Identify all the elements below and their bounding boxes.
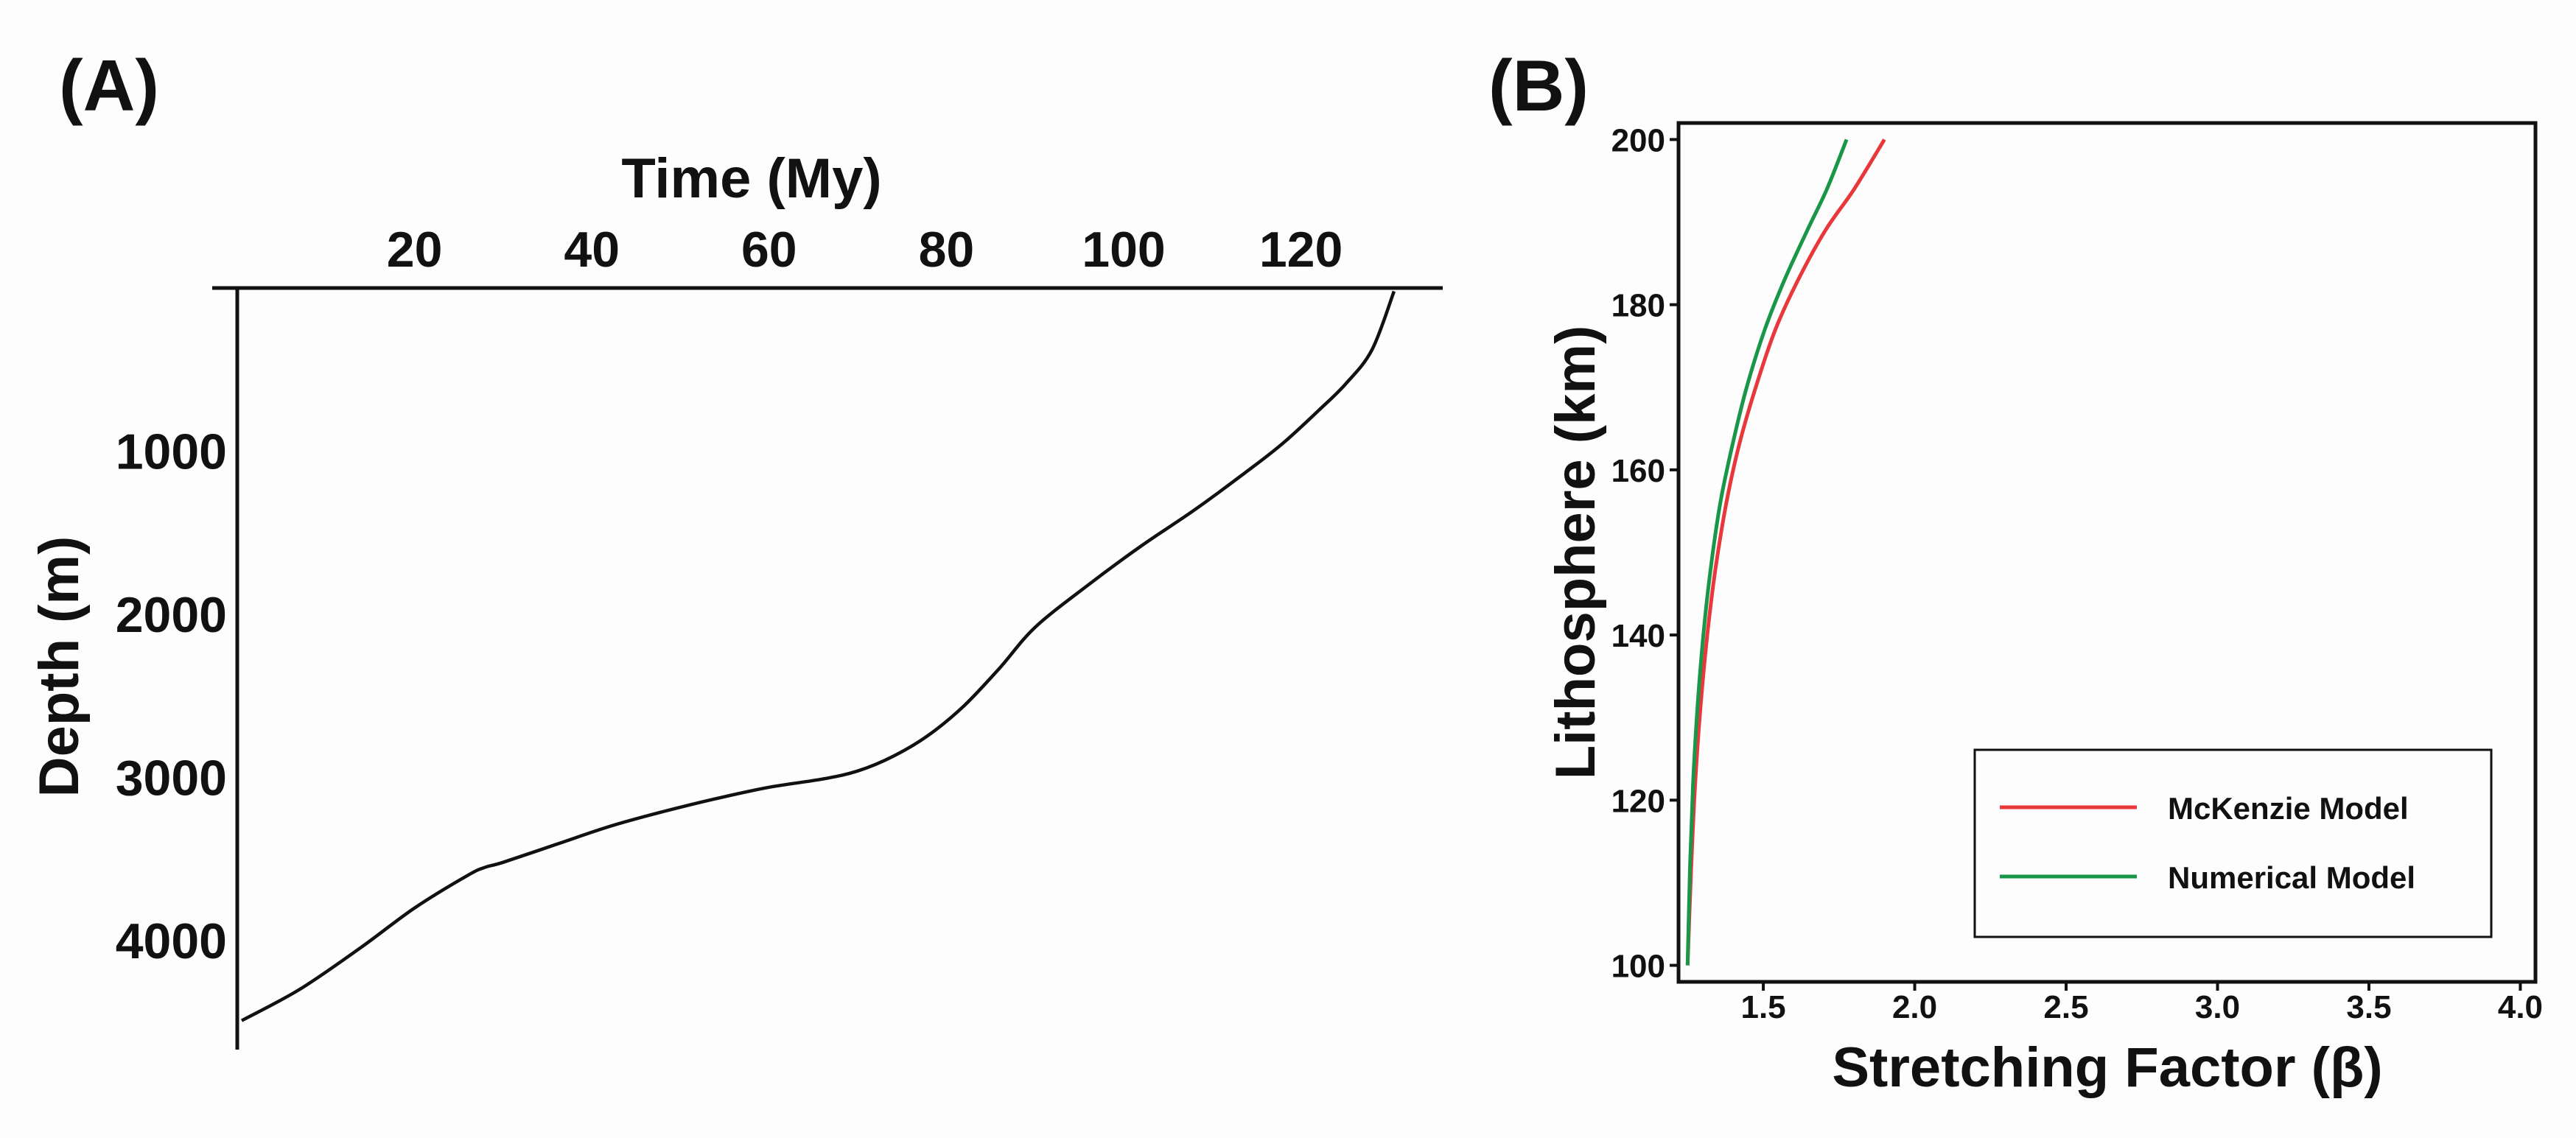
panel-b-y-tick-label: 200 [1611, 122, 1665, 158]
panel-b-y-tick-label: 180 [1611, 288, 1665, 324]
legend-box [1973, 748, 2493, 938]
panel-a-series-line [240, 290, 1396, 1022]
panel-a-x-tick-label: 80 [919, 222, 975, 278]
panel-b-x-ticks: 1.5 2.0 2.5 3.0 3.5 4.0 [1740, 982, 2543, 1025]
panel-b-y-tick-label: 140 [1611, 618, 1665, 654]
panel-b-x-tick-label: 4.0 [2498, 989, 2543, 1025]
panel-b-y-axis-title: Lithosphere (km) [1544, 326, 1607, 780]
panel-b-y-tick-label: 160 [1611, 453, 1665, 489]
panel-a-x-tick-label: 120 [1259, 222, 1343, 278]
panel-b-x-tick-label: 3.0 [2195, 989, 2240, 1025]
panel-b-y-tick-label: 120 [1611, 783, 1665, 819]
panel-b-x-axis-title: Stretching Factor (β) [1832, 1036, 2382, 1099]
panel-b-x-tick-label: 1.5 [1740, 989, 1785, 1025]
panel-b-y-tick-label: 100 [1611, 949, 1665, 985]
panel-b-plot-frame [1676, 121, 2538, 984]
panel-b-series [1685, 138, 1886, 966]
panel-a-x-tick-label: 20 [387, 222, 443, 278]
legend-label-numerical: Numerical Model [2168, 860, 2415, 895]
panel-a-x-tick-label: 40 [564, 222, 620, 278]
panel-a-y-tick-label: 3000 [116, 751, 227, 807]
series-numerical-line [1685, 138, 1849, 966]
legend-label-mckenzie: McKenzie Model [2168, 791, 2409, 826]
panel-a-x-tick-label: 100 [1082, 222, 1165, 278]
panel-b-x-tick-label: 3.5 [2346, 989, 2391, 1025]
panel-label-b: (B) [1488, 45, 1589, 126]
panel-label-a: (A) [59, 45, 159, 126]
panel-b-y-ticks: 100 120 140 160 180 200 [1611, 122, 1679, 985]
panel-a-x-ticks: 20 40 60 80 100 120 [387, 222, 1343, 278]
panel-a-y-ticks: 1000 2000 3000 4000 [116, 424, 227, 970]
panel-a-x-axis-title: Time (My) [621, 147, 881, 210]
panel-b-x-tick-label: 2.5 [2043, 989, 2088, 1025]
panel-a-x-tick-label: 60 [741, 222, 797, 278]
panel-a-y-tick-label: 1000 [116, 424, 227, 480]
panel-a-y-axis-title: Depth (m) [28, 536, 91, 798]
panel-b-x-tick-label: 2.0 [1892, 989, 1937, 1025]
panel-a-series [240, 290, 1396, 1022]
panel-a-y-tick-label: 2000 [116, 587, 227, 643]
series-mckenzie-line [1685, 138, 1886, 966]
panel-a-y-tick-label: 4000 [116, 913, 227, 969]
